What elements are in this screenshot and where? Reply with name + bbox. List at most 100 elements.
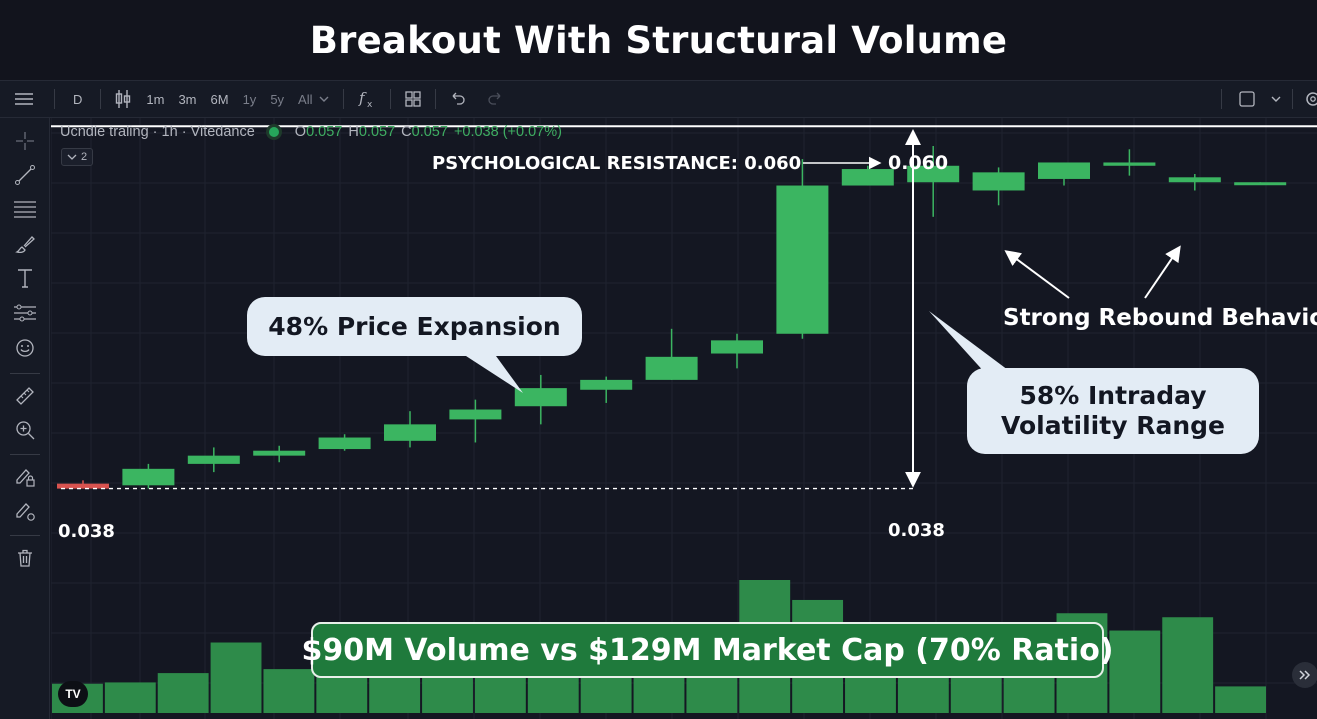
chart-type-button[interactable] [107, 81, 139, 117]
toolbar-right [1215, 81, 1317, 117]
remove-drawings-tool[interactable] [12, 545, 38, 571]
text-icon [18, 269, 32, 288]
fullscreen-menu[interactable] [1266, 81, 1286, 117]
chart-area[interactable] [51, 118, 1317, 719]
volume-bar [474, 675, 526, 713]
undo-icon [452, 92, 465, 105]
fib-tool[interactable] [12, 196, 38, 222]
candle-body [776, 185, 829, 334]
redo-button[interactable] [474, 81, 511, 117]
settings-button[interactable] [1299, 81, 1317, 117]
candle [711, 333, 763, 369]
brush-tool[interactable] [12, 231, 38, 257]
legend-collapse-button[interactable]: 2 [61, 148, 93, 166]
candle [384, 411, 436, 448]
volatility-line-1: 58% Intraday [1019, 381, 1207, 410]
candle-body [1038, 162, 1090, 179]
hide-draw-icon [16, 503, 35, 521]
candle [1103, 149, 1156, 176]
price-callout-tail [466, 356, 523, 393]
rebound-arrow [1004, 250, 1070, 299]
drawing-toolbar [0, 118, 50, 719]
menu-icon [15, 93, 33, 105]
range-3m[interactable]: 3m [178, 91, 197, 107]
menu-button[interactable] [0, 81, 48, 117]
candle [187, 447, 240, 473]
pattern-icon [14, 304, 36, 322]
candle [253, 445, 306, 463]
zoom-tool[interactable] [12, 417, 38, 443]
range-all[interactable]: All [291, 81, 336, 117]
ruler-tool[interactable] [12, 383, 38, 409]
volume-bar [686, 675, 738, 713]
toolbar-divider [1221, 89, 1222, 109]
candle-body [514, 388, 567, 407]
layout-button[interactable] [397, 81, 429, 117]
change-value: +0.038 (+0.07%) [453, 124, 562, 140]
volume-bar [263, 669, 315, 713]
range-1m[interactable]: 1m [146, 91, 165, 107]
text-tool[interactable] [12, 265, 38, 291]
fullscreen-button[interactable] [1228, 81, 1266, 117]
trendline-tool[interactable] [12, 162, 38, 188]
candle-body [318, 437, 371, 450]
candle-body [57, 483, 109, 489]
tradingview-logo[interactable]: TV [58, 681, 88, 707]
price-expansion-callout: 48% Price Expansion [247, 297, 582, 356]
candle-body [253, 450, 306, 456]
volume-bar [1215, 686, 1266, 713]
volume-bar [633, 675, 685, 713]
candle [841, 165, 894, 186]
volume-bar [580, 675, 632, 713]
scroll-to-realtime-button[interactable] [1292, 662, 1317, 688]
candle [645, 328, 698, 380]
toolbar-divider [54, 89, 55, 109]
chevron-down-icon [1271, 96, 1281, 102]
range-1y[interactable]: 1y [242, 91, 257, 107]
candle-body [711, 340, 763, 354]
volume-bar [527, 675, 579, 713]
range-6m[interactable]: 6M [210, 91, 229, 107]
ruler-icon [16, 387, 34, 405]
candle-body [1103, 162, 1156, 166]
volume-bar [1162, 617, 1214, 713]
candle [514, 374, 567, 425]
symbol-name[interactable]: Ucndle traling · 1h · Vitedance [60, 124, 255, 140]
crosshair-tool[interactable] [12, 128, 38, 154]
chevron-down-icon [319, 96, 328, 102]
range-5y[interactable]: 5y [270, 91, 285, 107]
volume-bars [52, 580, 1266, 713]
emoji-tool[interactable] [12, 335, 38, 361]
rebound-arrow [1144, 245, 1181, 299]
double-chevron-right-icon [1299, 670, 1311, 680]
candle-body [384, 424, 436, 441]
interval-button[interactable]: D [73, 91, 83, 107]
title-bar: Breakout With Structural Volume [0, 0, 1317, 80]
indicator-count: 2 [80, 151, 88, 163]
candles [57, 146, 1287, 489]
page-title: Breakout With Structural Volume [309, 18, 1008, 62]
sidebar-divider [10, 535, 40, 536]
candle [122, 463, 175, 489]
lock-drawings-tool[interactable] [12, 464, 38, 490]
undo-button[interactable] [442, 81, 474, 117]
hide-drawings-tool[interactable] [12, 498, 38, 524]
pattern-tool[interactable] [12, 300, 38, 326]
trash-icon [18, 549, 32, 567]
volatility-line-2: Volatility Range [1001, 411, 1225, 440]
candle [972, 167, 1025, 206]
open-label: O [294, 124, 307, 140]
candle-body [972, 172, 1025, 191]
candle [57, 480, 109, 489]
top-price-label: 0.060 [888, 152, 949, 174]
close-value: 0.057 [411, 124, 448, 140]
volatility-callout: 58% Intraday Volatility Range [967, 368, 1259, 454]
resistance-label: PSYCHOLOGICAL RESISTANCE: 0.060 [432, 153, 802, 174]
toolbar-divider [342, 89, 344, 109]
volume-bar [104, 682, 156, 713]
volume-banner: $90M Volume vs $129M Market Cap (70% Rat… [301, 622, 1114, 678]
toolbar-divider [434, 89, 436, 109]
